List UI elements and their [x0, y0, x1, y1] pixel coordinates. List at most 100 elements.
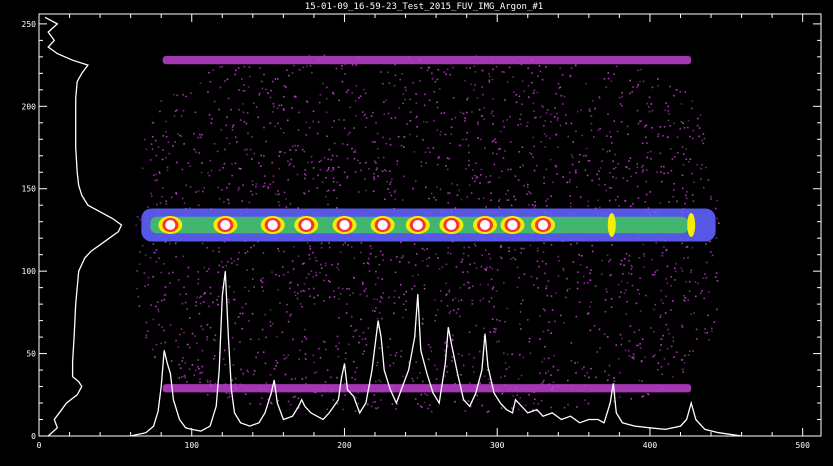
scatter-speckle	[523, 184, 525, 187]
scatter-speckle	[631, 284, 634, 287]
scatter-speckle	[242, 184, 244, 186]
scatter-speckle	[619, 333, 622, 336]
scatter-speckle	[650, 150, 652, 153]
scatter-speckle	[344, 127, 346, 130]
scatter-speckle	[452, 299, 454, 301]
scatter-speckle	[234, 136, 237, 139]
scatter-speckle	[181, 168, 184, 171]
scatter-speckle	[236, 141, 238, 143]
scatter-speckle	[499, 130, 502, 133]
scatter-speckle	[287, 320, 290, 323]
scatter-speckle	[251, 184, 254, 186]
scatter-speckle	[447, 247, 449, 249]
scatter-speckle	[381, 170, 384, 172]
scatter-speckle	[435, 314, 437, 317]
scatter-speckle	[438, 156, 440, 158]
scatter-speckle	[164, 293, 167, 296]
scatter-speckle	[214, 382, 217, 385]
scatter-speckle	[446, 345, 449, 347]
scatter-speckle	[460, 111, 462, 114]
scatter-speckle	[172, 145, 174, 147]
scatter-speckle	[696, 338, 698, 340]
scatter-speckle	[593, 136, 595, 138]
scatter-speckle	[576, 406, 578, 408]
scatter-speckle	[261, 397, 263, 399]
scatter-speckle	[504, 362, 507, 364]
scatter-speckle	[571, 163, 574, 166]
scatter-speckle	[704, 273, 706, 275]
scatter-speckle	[277, 190, 279, 192]
scatter-speckle	[253, 102, 255, 105]
scatter-speckle	[283, 95, 285, 98]
scatter-speckle	[377, 157, 379, 159]
scatter-speckle	[459, 287, 462, 289]
scatter-speckle	[389, 181, 392, 183]
scatter-speckle	[484, 268, 486, 270]
scatter-speckle	[434, 299, 436, 301]
scatter-speckle	[628, 272, 630, 275]
scatter-speckle	[261, 281, 264, 284]
scatter-speckle	[301, 148, 304, 151]
scatter-speckle	[458, 144, 461, 147]
y-tick-label: 50	[26, 350, 36, 359]
scatter-speckle	[271, 322, 274, 325]
scatter-speckle	[275, 359, 278, 362]
scatter-speckle	[339, 184, 341, 186]
scatter-speckle	[381, 317, 383, 320]
scatter-speckle	[232, 124, 235, 127]
scatter-speckle	[415, 361, 417, 363]
scatter-speckle	[448, 192, 451, 194]
scatter-speckle	[258, 92, 261, 95]
scatter-speckle	[648, 110, 651, 113]
scatter-speckle	[264, 313, 266, 316]
scatter-speckle	[277, 289, 279, 291]
scatter-speckle	[429, 346, 432, 349]
scatter-speckle	[687, 126, 689, 129]
scatter-speckle	[230, 257, 233, 260]
scatter-speckle	[315, 274, 318, 276]
scatter-speckle	[668, 201, 670, 203]
scatter-speckle	[208, 174, 211, 177]
scatter-speckle	[287, 160, 289, 163]
scatter-speckle	[380, 71, 382, 73]
scatter-speckle	[520, 63, 523, 66]
scatter-speckle	[179, 134, 181, 137]
scatter-speckle	[500, 244, 502, 247]
scatter-speckle	[186, 381, 188, 383]
scatter-speckle	[550, 195, 552, 197]
scatter-speckle	[670, 276, 673, 278]
scatter-speckle	[184, 301, 187, 304]
scatter-speckle	[609, 172, 611, 174]
scatter-speckle	[358, 335, 361, 337]
scatter-speckle	[683, 127, 686, 129]
scatter-speckle	[589, 306, 591, 308]
scatter-speckle	[469, 67, 471, 69]
scatter-speckle	[278, 275, 280, 277]
scatter-speckle	[619, 103, 622, 105]
scatter-speckle	[351, 315, 353, 318]
scatter-speckle	[574, 362, 576, 364]
scatter-speckle	[556, 173, 558, 175]
scatter-speckle	[211, 118, 213, 120]
scatter-speckle	[239, 312, 241, 315]
scatter-speckle	[642, 243, 645, 246]
scatter-speckle	[237, 258, 239, 260]
scatter-speckle	[383, 113, 385, 116]
scatter-speckle	[304, 358, 307, 360]
scatter-speckle	[359, 293, 362, 296]
scatter-speckle	[687, 119, 690, 122]
scatter-speckle	[542, 106, 544, 108]
scatter-speckle	[218, 108, 220, 111]
scatter-speckle	[605, 288, 608, 291]
scatter-speckle	[177, 279, 180, 281]
scatter-speckle	[590, 301, 593, 303]
scatter-speckle	[269, 374, 272, 376]
scatter-speckle	[387, 71, 389, 74]
scatter-speckle	[436, 308, 439, 311]
scatter-speckle	[588, 160, 591, 162]
scatter-speckle	[625, 252, 628, 255]
scatter-speckle	[351, 246, 353, 248]
scatter-speckle	[155, 343, 158, 346]
scatter-speckle	[275, 335, 278, 338]
scatter-speckle	[561, 103, 564, 105]
